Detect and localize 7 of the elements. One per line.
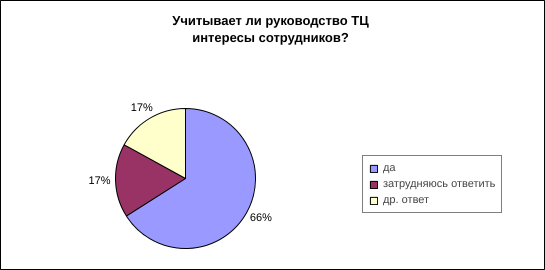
data-label: 17% bbox=[130, 102, 153, 114]
chart-title: Учитывает ли руководство ТЦ интересы сотрудников? bbox=[172, 13, 370, 45]
data-label: 66% bbox=[250, 212, 272, 224]
legend-label: др. ответ bbox=[383, 194, 430, 206]
legend-label: да bbox=[383, 162, 397, 174]
legend-label: затрудняюсь ответить bbox=[383, 178, 496, 190]
data-label: 17% bbox=[88, 175, 111, 188]
